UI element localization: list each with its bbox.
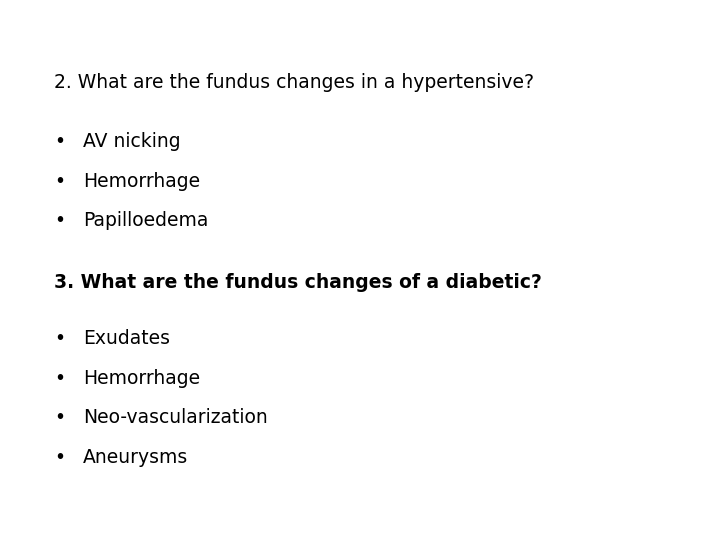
Text: •: • xyxy=(54,132,65,151)
Text: •: • xyxy=(54,448,65,467)
Text: Aneurysms: Aneurysms xyxy=(83,448,188,467)
Text: Hemorrhage: Hemorrhage xyxy=(83,172,200,191)
Text: AV nicking: AV nicking xyxy=(83,132,181,151)
Text: 2. What are the fundus changes in a hypertensive?: 2. What are the fundus changes in a hype… xyxy=(54,73,534,92)
Text: Papilloedema: Papilloedema xyxy=(83,211,208,230)
Text: •: • xyxy=(54,369,65,388)
Text: Hemorrhage: Hemorrhage xyxy=(83,369,200,388)
Text: •: • xyxy=(54,329,65,348)
Text: 3. What are the fundus changes of a diabetic?: 3. What are the fundus changes of a diab… xyxy=(54,273,542,292)
Text: •: • xyxy=(54,211,65,230)
Text: •: • xyxy=(54,172,65,191)
Text: Neo-vascularization: Neo-vascularization xyxy=(83,408,268,427)
Text: •: • xyxy=(54,408,65,427)
Text: Exudates: Exudates xyxy=(83,329,170,348)
